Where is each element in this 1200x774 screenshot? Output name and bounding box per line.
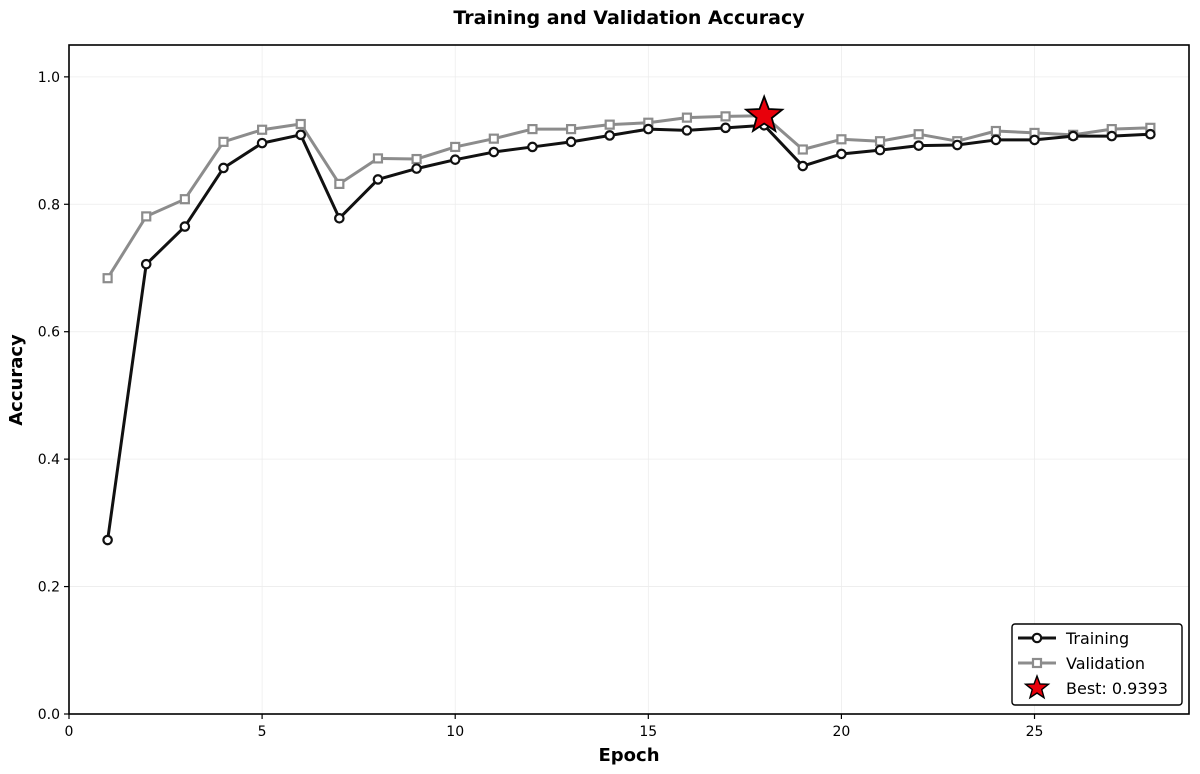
training-point [990, 134, 1002, 146]
validation-point [411, 153, 422, 165]
validation-point [720, 111, 731, 122]
training-point [140, 258, 152, 270]
training-point [295, 129, 307, 141]
legend-validation-marker [1031, 657, 1043, 669]
legend-training-marker [1031, 632, 1043, 644]
validation-point [334, 178, 345, 189]
x-tick-label: 10 [446, 724, 464, 740]
y-tick-label: 0.6 [38, 325, 60, 341]
best-marker-layer [743, 93, 785, 133]
training-point [527, 141, 538, 153]
x-tick-label: 25 [1026, 724, 1044, 740]
training-point [874, 144, 886, 156]
validation-point [913, 129, 924, 140]
validation-point [141, 211, 152, 222]
validation-point [295, 118, 306, 130]
training-point [681, 125, 693, 136]
validation-point [450, 141, 461, 153]
training-point [218, 162, 229, 174]
validation-point [990, 125, 1001, 137]
validation-point [681, 112, 693, 123]
validation-point [257, 124, 268, 135]
training-point [643, 123, 654, 135]
y-tick-label: 0.4 [38, 452, 60, 468]
y-tick-label: 0.8 [38, 197, 60, 213]
validation-point [102, 273, 113, 284]
training-point [1067, 130, 1079, 142]
y-tick-label: 1.0 [38, 70, 60, 86]
series-layer [102, 110, 1156, 546]
validation-line [106, 114, 1151, 279]
training-point [951, 139, 963, 151]
validation-point [218, 136, 229, 147]
x-tick-label: 15 [639, 724, 657, 740]
training-point [1145, 128, 1156, 140]
validation-point [836, 134, 847, 145]
y-tick-label: 0.2 [38, 580, 60, 596]
x-axis-label: Epoch [598, 745, 659, 766]
validation-point [372, 153, 384, 164]
best-star-marker [743, 93, 785, 133]
training-line [106, 123, 1151, 541]
legend-box [1011, 623, 1183, 706]
legend: Training Validation Best: 0.9393 [1011, 623, 1183, 706]
legend-training-label: Training [1065, 629, 1129, 648]
validation-point [874, 136, 886, 147]
validation-point [797, 144, 808, 155]
x-tick-label: 5 [258, 724, 267, 740]
training-point [256, 137, 268, 149]
validation-point [179, 194, 190, 205]
validation-point [565, 124, 577, 135]
axis-ticks: 0 5 10 15 20 25 0.0 0.2 0.4 0.6 0.8 1.0 [38, 70, 1044, 740]
training-point [102, 534, 113, 546]
training-point [179, 221, 191, 232]
training-point [797, 160, 809, 172]
x-tick-label: 0 [65, 724, 74, 740]
training-point [372, 174, 384, 185]
training-point [836, 148, 847, 160]
plot-area-frame [68, 44, 1190, 715]
training-point [604, 130, 615, 141]
training-point [565, 136, 577, 148]
training-point [913, 140, 924, 151]
validation-point [604, 119, 615, 130]
y-axis-label: Accuracy [6, 334, 27, 426]
legend-validation-label: Validation [1066, 654, 1145, 673]
y-tick-label: 0.0 [38, 707, 60, 723]
training-point [334, 213, 345, 224]
training-series [102, 119, 1156, 546]
training-point [449, 154, 461, 165]
chart-title: Training and Validation Accuracy [453, 7, 805, 29]
validation-point [488, 133, 499, 144]
legend-star-icon [1023, 673, 1051, 700]
training-point [720, 122, 731, 134]
training-point [1029, 134, 1040, 146]
validation-point [527, 124, 538, 135]
training-point [1106, 130, 1118, 142]
x-tick-label: 20 [832, 724, 850, 740]
legend-best-label: Best: 0.9393 [1066, 679, 1168, 698]
training-point [488, 146, 500, 158]
training-point [411, 163, 422, 174]
